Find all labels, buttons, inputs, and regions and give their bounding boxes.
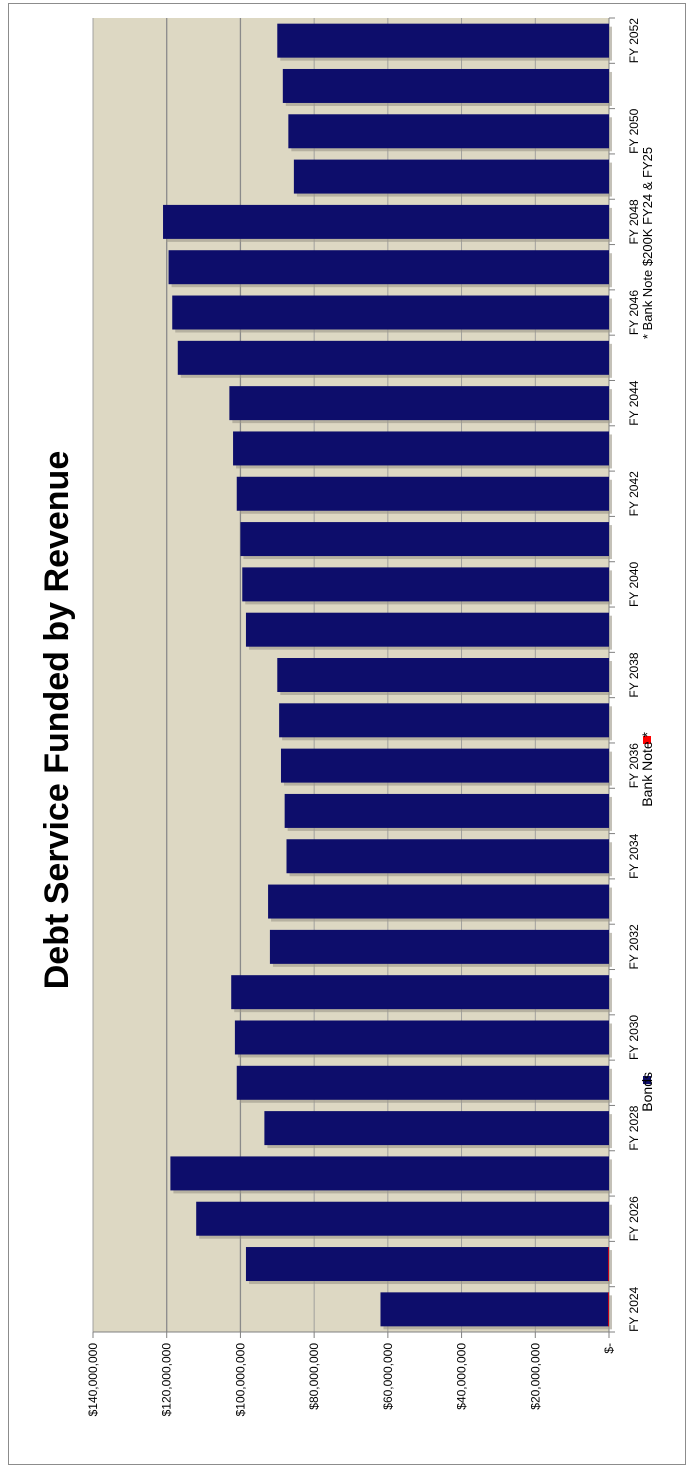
bar-bonds-21: [177, 340, 609, 375]
bar-bonds-28: [277, 23, 609, 58]
bar-bonds-13: [279, 703, 609, 738]
bar-bonds-22: [172, 295, 609, 330]
bar-bonds-23: [168, 250, 610, 285]
category-label-3: FY 2030: [627, 1015, 641, 1060]
bar-bonds-5: [236, 1065, 609, 1100]
legend-swatch-1: [643, 736, 651, 744]
value-tick-label-2: $40,000,000: [455, 1343, 469, 1410]
value-tick-label-7: $140,000,000: [86, 1343, 100, 1417]
category-label-7: FY 2038: [627, 652, 641, 697]
bar-bonds-24: [163, 204, 609, 239]
bar-bonds-7: [231, 975, 609, 1010]
category-label-6: FY 2036: [627, 743, 641, 788]
bar-bonds-25: [293, 159, 609, 194]
category-label-0: FY 2024: [627, 1286, 641, 1331]
category-label-13: FY 2050: [627, 108, 641, 153]
legend-swatch-0: [643, 1076, 651, 1084]
value-tick-label-5: $100,000,000: [233, 1343, 247, 1417]
legend-label-0: Bonds: [639, 1072, 655, 1112]
category-label-11: FY 2046: [627, 290, 641, 335]
category-label-14: FY 2052: [627, 18, 641, 63]
value-tick-label-3: $60,000,000: [381, 1343, 395, 1410]
bar-bonds-12: [280, 748, 609, 783]
bar-bonds-27: [282, 68, 609, 103]
category-label-8: FY 2040: [627, 561, 641, 606]
category-label-4: FY 2032: [627, 924, 641, 969]
bar-bonds-11: [284, 793, 609, 828]
bar-banknote-1: [608, 1247, 609, 1282]
chart-title: Debt Service Funded by Revenue: [38, 451, 76, 990]
value-tick-label-4: $80,000,000: [307, 1343, 321, 1410]
category-label-9: FY 2042: [627, 471, 641, 516]
title-area: Debt Service Funded by Revenue: [38, 451, 76, 990]
bar-bonds-9: [268, 884, 609, 919]
bar-bonds-0: [380, 1292, 609, 1327]
bar-bonds-10: [286, 839, 609, 874]
bar-bonds-15: [245, 612, 609, 647]
bar-bonds-16: [242, 567, 609, 602]
bar-bonds-2: [196, 1201, 609, 1236]
bar-bonds-6: [234, 1020, 609, 1055]
legend: Bonds Bank Note * * Bank Note $200K FY24 &…: [639, 147, 655, 1112]
footnote: * Bank Note $200K FY24 & FY25: [640, 147, 655, 339]
plot-area: $- $20,000,000 $40,000,000 $60,000,000 $80,0…: [86, 17, 641, 1417]
category-label-1: FY 2026: [627, 1196, 641, 1241]
bar-bonds-17: [240, 522, 609, 557]
value-tick-label-6: $120,000,000: [160, 1343, 174, 1417]
value-tick-label-1: $20,000,000: [528, 1343, 542, 1410]
bar-bonds-26: [288, 114, 609, 149]
value-tick-label-0: $-: [602, 1343, 616, 1354]
bar-banknote-0: [608, 1292, 609, 1327]
category-label-10: FY 2044: [627, 380, 641, 425]
category-label-2: FY 2028: [627, 1105, 641, 1150]
category-label-12: FY 2048: [627, 199, 641, 244]
bar-bonds-8: [269, 929, 609, 964]
bar-bonds-18: [236, 476, 609, 511]
category-label-5: FY 2034: [627, 833, 641, 878]
legend-label-1: Bank Note *: [639, 731, 655, 806]
bar-bonds-1: [245, 1247, 609, 1282]
bar-bonds-14: [277, 658, 609, 692]
bar-bonds-3: [170, 1156, 609, 1191]
bar-bonds-19: [233, 431, 610, 466]
bar-bonds-20: [229, 386, 609, 421]
bar-bonds-4: [264, 1111, 609, 1146]
